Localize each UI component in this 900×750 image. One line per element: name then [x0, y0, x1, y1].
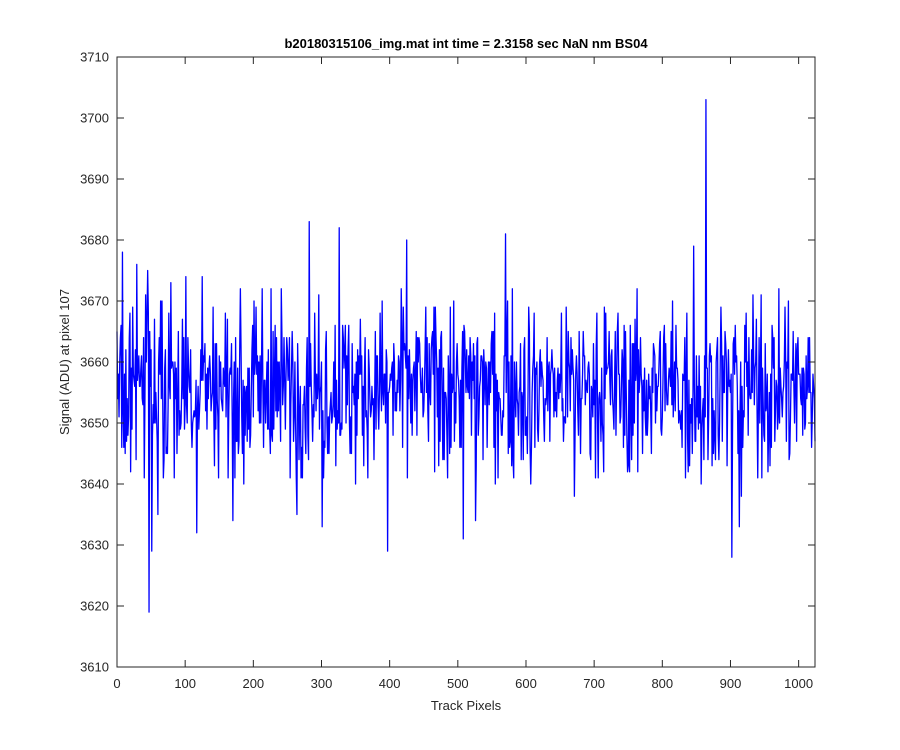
signal-line — [116, 99, 816, 613]
x-tick-label: 900 — [720, 676, 742, 691]
x-tick-label: 800 — [651, 676, 673, 691]
x-tick-label: 300 — [311, 676, 333, 691]
chart-title: b20180315106_img.mat int time = 2.3158 s… — [284, 36, 648, 51]
x-tick-label: 700 — [583, 676, 605, 691]
y-tick-label: 3660 — [80, 355, 109, 370]
x-axis-label: Track Pixels — [431, 698, 502, 713]
y-tick-label: 3640 — [80, 477, 109, 492]
y-tick-label: 3650 — [80, 416, 109, 431]
x-tick-label: 200 — [242, 676, 264, 691]
x-tick-label: 500 — [447, 676, 469, 691]
x-tick-label: 400 — [379, 676, 401, 691]
y-tick-label: 3620 — [80, 599, 109, 614]
y-tick-label: 3690 — [80, 172, 109, 187]
y-tick-label: 3710 — [80, 50, 109, 65]
y-tick-label: 3680 — [80, 233, 109, 248]
x-tick-label: 1000 — [784, 676, 813, 691]
y-axis: 3610 3620 3630 3640 3650 3660 3670 3680 3690 3700… — [80, 50, 815, 675]
y-tick-label: 3610 — [80, 660, 109, 675]
y-tick-label: 3670 — [80, 294, 109, 309]
y-tick-label: 3700 — [80, 111, 109, 126]
x-tick-label: 100 — [174, 676, 196, 691]
y-axis-label: Signal (ADU) at pixel 107 — [57, 289, 72, 435]
x-tick-label: 600 — [515, 676, 537, 691]
y-tick-label: 3630 — [80, 538, 109, 553]
x-tick-label: 0 — [113, 676, 120, 691]
x-axis: 0 100 200 300 400 500 600 700 800 900 1000 — [113, 57, 813, 691]
